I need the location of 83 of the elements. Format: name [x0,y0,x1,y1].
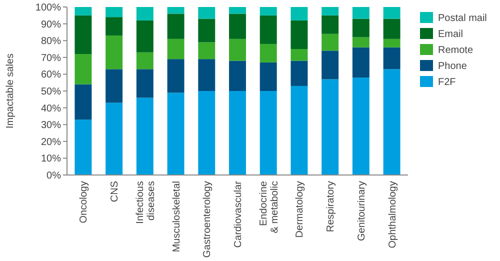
bar [290,7,308,20]
y-tick-label: 50% [40,86,62,98]
bar [260,15,277,44]
bar [260,44,277,62]
bar [290,20,308,49]
bar [229,38,246,61]
bar [198,7,216,19]
x-tick-label: Musculoskeletal [171,181,182,252]
legend-label: F2F [438,77,456,88]
bar [352,37,370,48]
bar [74,15,92,54]
bar [136,69,154,98]
legend-label: Postal mail [438,13,487,24]
bar [136,98,154,175]
bar [260,7,277,16]
bar [383,47,400,70]
bar [136,20,154,52]
bar [167,92,184,175]
y-tick-label: 100% [35,2,62,14]
bar [383,18,400,39]
bar [322,79,339,175]
bar [106,7,123,18]
bar [290,86,308,175]
bar [383,7,400,19]
bar [136,52,154,70]
bar [352,78,370,175]
bar [74,120,92,175]
bar [322,34,339,51]
y-tick-label: 70% [40,52,62,64]
bar [198,18,216,42]
legend-label: Phone [438,61,468,72]
x-tick-label: Cardiovascular [233,180,244,248]
bar [260,62,277,91]
bar [290,60,308,86]
bar [322,7,339,16]
bar [167,38,184,60]
bar [383,69,400,175]
bar [74,54,92,84]
bar [322,15,339,34]
bar [198,91,216,175]
x-tick-label: Genitourinary [356,181,368,242]
y-tick-label: 80% [40,36,62,48]
x-tick-label: Gastroenterology [202,181,214,258]
bar [290,49,308,61]
bar [229,14,246,39]
x-tick-label: CNS [110,180,121,202]
y-tick-label: 60% [40,70,62,81]
bar [352,47,370,78]
bar [167,7,184,14]
bar [74,7,92,16]
x-tick-label: Respiratory [326,181,337,232]
bar [167,14,184,39]
x-tick-label: Infectious diseases [134,181,157,224]
y-tick-label: 20% [40,136,62,148]
y-tick-label: 30% [40,120,62,132]
bar [229,7,246,14]
y-tick-label: 40% [40,103,62,114]
bar [322,50,339,80]
bar [198,42,216,60]
y-tick-label: 10% [40,154,62,165]
bar [352,18,370,38]
x-tick-label: Dermatology [294,181,306,238]
bar [229,91,246,175]
bar [106,69,123,103]
bar [167,59,184,93]
y-tick-label: 90% [40,19,62,30]
bar [74,84,92,120]
legend-label: Email [438,29,464,40]
bar [260,91,277,175]
bar [106,36,123,70]
bar [106,17,123,36]
bar [383,38,400,48]
y-tick-label: 0% [46,170,62,182]
bar [198,59,216,91]
x-tick-label: Oncology [78,181,90,224]
legend-label: Remote [438,45,474,56]
bar [136,7,154,20]
bar [229,60,246,91]
x-tick-label: Ophthalmology [387,181,398,248]
x-tick-label: Endocrine & metabolic [258,180,280,234]
bar [352,7,370,19]
y-axis-title: Impactable sales [5,53,16,129]
bar [106,102,123,175]
